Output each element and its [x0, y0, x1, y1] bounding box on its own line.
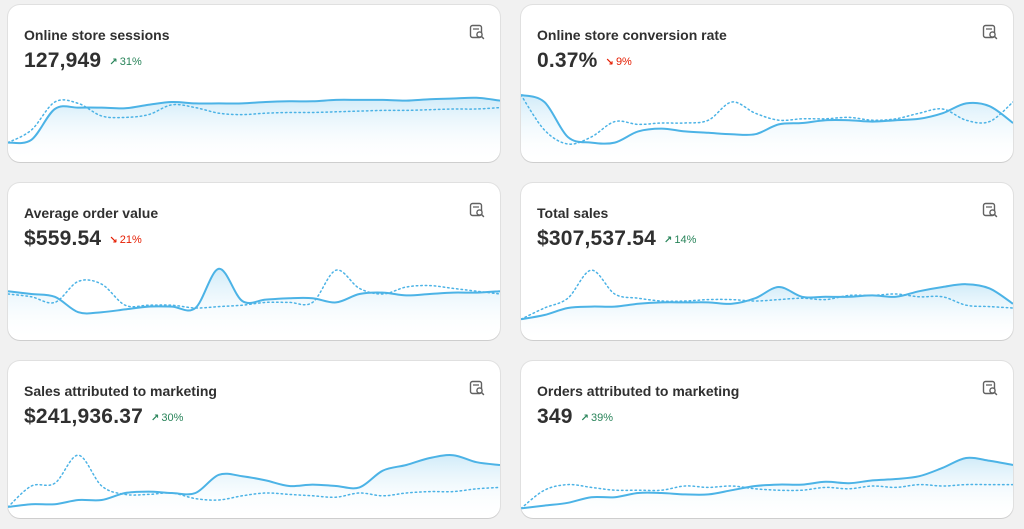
sparkline-chart: [8, 454, 500, 518]
sparkline-area: [521, 284, 1013, 340]
metric-value: 349: [537, 405, 573, 428]
card-total-sales[interactable]: Total sales $307,537.54 ↗ 14%: [521, 183, 1013, 340]
sparkline-current-period: [8, 267, 500, 315]
sparkline-area: [521, 95, 1013, 162]
delta-badge: ↗ 31%: [109, 56, 141, 68]
report-magnify-icon: [982, 202, 998, 218]
sparkline-previous-period: [8, 454, 500, 508]
delta-value: 39%: [591, 412, 614, 424]
card-average-order-value[interactable]: Average order value $559.54 ↘ 21%: [8, 183, 500, 340]
sparkline-chart: [521, 94, 1013, 162]
metric-value: 0.37%: [537, 49, 598, 72]
delta-value: 31%: [119, 56, 142, 68]
sparkline-area: [521, 457, 1013, 518]
sparkline-chart: [8, 96, 500, 162]
card-value-row: $307,537.54 ↗ 14%: [537, 227, 696, 251]
card-sales-attributed-to-marketing[interactable]: Sales attributed to marketing $241,936.3…: [8, 361, 500, 518]
report-magnify-icon: [469, 202, 485, 218]
card-title[interactable]: Orders attributed to marketing: [537, 383, 740, 399]
card-orders-attributed-to-marketing[interactable]: Orders attributed to marketing 349 ↗ 39%: [521, 361, 1013, 518]
view-report-button[interactable]: [468, 23, 486, 41]
view-report-button[interactable]: [981, 23, 999, 41]
sparkline-current-period: [521, 456, 1013, 510]
view-report-button[interactable]: [981, 379, 999, 397]
delta-badge: ↘ 21%: [109, 234, 141, 246]
delta-badge: ↗ 39%: [581, 412, 613, 424]
card-title[interactable]: Online store sessions: [24, 27, 170, 43]
card-value-row: $559.54 ↘ 21%: [24, 227, 142, 251]
card-online-store-sessions[interactable]: Online store sessions 127,949 ↗ 31%: [8, 5, 500, 162]
trend-arrow-icon: ↗: [109, 56, 118, 68]
card-value-row: $241,936.37 ↗ 30%: [24, 405, 183, 429]
sparkline-current-period: [8, 96, 500, 145]
sparkline-chart: [8, 267, 500, 340]
sparkline-previous-period: [521, 483, 1013, 510]
report-magnify-icon: [469, 24, 485, 40]
sparkline-area: [8, 268, 500, 340]
delta-value: 14%: [674, 234, 697, 246]
sparkline-chart: [521, 456, 1013, 518]
sparkline-current-period: [521, 94, 1013, 145]
sparkline-previous-period: [521, 94, 1013, 145]
delta-badge: ↗ 30%: [151, 412, 183, 424]
sparkline-chart: [521, 269, 1013, 340]
sparkline-previous-period: [8, 269, 500, 309]
sparkline-current-period: [8, 454, 500, 508]
trend-arrow-icon: ↗: [150, 412, 160, 424]
delta-value: 30%: [161, 412, 184, 424]
card-title[interactable]: Total sales: [537, 205, 609, 221]
metric-value: 127,949: [24, 49, 102, 72]
report-magnify-icon: [982, 380, 998, 396]
card-value-row: 349 ↗ 39%: [537, 405, 613, 429]
sparkline-area: [8, 97, 500, 162]
report-magnify-icon: [982, 24, 998, 40]
delta-badge: ↗ 14%: [664, 234, 696, 246]
delta-value: 9%: [615, 56, 632, 68]
trend-arrow-icon: ↘: [605, 56, 614, 68]
card-value-row: 127,949 ↗ 31%: [24, 49, 142, 73]
trend-arrow-icon: ↗: [580, 412, 590, 424]
delta-badge: ↘ 9%: [606, 56, 632, 68]
trend-arrow-icon: ↘: [109, 234, 118, 246]
metric-value: $559.54: [24, 227, 102, 250]
metric-value: $307,537.54: [537, 227, 656, 250]
card-title[interactable]: Average order value: [24, 205, 159, 221]
card-value-row: 0.37% ↘ 9%: [537, 49, 632, 73]
view-report-button[interactable]: [468, 379, 486, 397]
report-magnify-icon: [469, 380, 485, 396]
view-report-button[interactable]: [468, 201, 486, 219]
trend-arrow-icon: ↗: [663, 234, 673, 246]
delta-value: 21%: [119, 234, 142, 246]
card-title[interactable]: Sales attributed to marketing: [24, 383, 217, 399]
sparkline-area: [8, 455, 500, 518]
view-report-button[interactable]: [981, 201, 999, 219]
metric-value: $241,936.37: [24, 405, 143, 428]
sparkline-previous-period: [521, 269, 1013, 320]
card-title[interactable]: Online store conversion rate: [537, 27, 727, 43]
card-online-store-conversion-rate[interactable]: Online store conversion rate 0.37% ↘ 9%: [521, 5, 1013, 162]
sparkline-previous-period: [8, 99, 500, 144]
sparkline-current-period: [521, 283, 1013, 321]
